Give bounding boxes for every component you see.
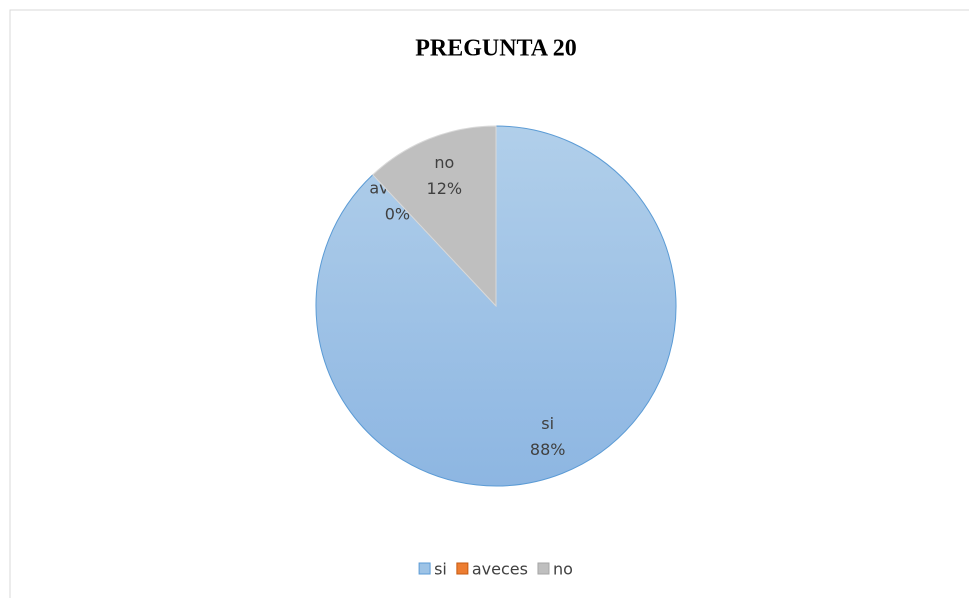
data-label-value: 12% [427, 179, 463, 198]
data-label-category: no [434, 153, 454, 172]
data-label-category: si [541, 414, 554, 433]
pie-slice [372, 125, 497, 308]
legend-label: si [434, 560, 447, 579]
legend-swatch [418, 562, 431, 575]
data-label-value: 88% [530, 440, 566, 459]
chart-border [9, 9, 969, 598]
legend-label: no [553, 560, 573, 579]
legend-swatch [537, 562, 550, 575]
chart-title: PREGUNTA 20 [415, 36, 577, 62]
data-label-value: 0% [385, 205, 410, 224]
legend-label: aveces [472, 560, 528, 579]
legend-swatch [456, 562, 469, 575]
